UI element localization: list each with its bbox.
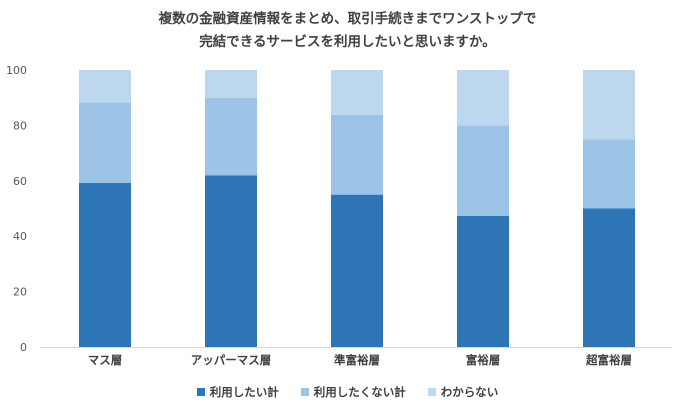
chart-title-line-2: 完結できるサービスを利用したいと思いますか。 bbox=[199, 34, 496, 50]
legend-item: 利用したい計 bbox=[196, 384, 279, 400]
bar-segment bbox=[79, 183, 131, 347]
x-tick-label: 富裕層 bbox=[466, 353, 501, 367]
chart-title: 複数の金融資産情報をまとめ、取引手続きまでワンストップで 完結できるサービスを利… bbox=[0, 8, 695, 54]
bar-segment bbox=[331, 114, 383, 195]
x-tick-label: 超富裕層 bbox=[585, 353, 632, 367]
bar-segment bbox=[205, 175, 257, 347]
bar-segment bbox=[205, 97, 257, 176]
legend-swatch bbox=[427, 388, 436, 396]
bar-segment bbox=[457, 125, 509, 216]
bar-segment bbox=[583, 70, 635, 140]
bar-segment bbox=[457, 70, 509, 126]
bar-segment bbox=[583, 139, 635, 209]
x-tick-label: アッパーマス層 bbox=[191, 353, 272, 367]
x-tick-label: マス層 bbox=[88, 353, 123, 367]
bar-segment bbox=[79, 102, 131, 184]
bar-segment bbox=[79, 70, 131, 103]
legend-label: 利用したくない計 bbox=[313, 385, 406, 399]
bar-segment bbox=[583, 208, 635, 347]
bar-segment bbox=[331, 194, 383, 347]
y-tick-label: 40 bbox=[13, 230, 27, 243]
legend-item: 利用したくない計 bbox=[300, 384, 406, 400]
bar-segment bbox=[331, 70, 383, 115]
y-tick-label: 100 bbox=[6, 64, 27, 77]
bar-segment bbox=[205, 70, 257, 98]
y-tick-label: 80 bbox=[13, 119, 27, 132]
legend-swatch bbox=[300, 388, 309, 396]
legend-label: わからない bbox=[440, 385, 499, 399]
y-tick-label: 60 bbox=[13, 175, 27, 188]
y-tick-label: 0 bbox=[20, 341, 27, 354]
bar-segment bbox=[457, 215, 509, 347]
legend-swatch bbox=[196, 388, 205, 396]
y-tick-label: 20 bbox=[13, 286, 27, 299]
chart-title-line-1: 複数の金融資産情報をまとめ、取引手続きまでワンストップで bbox=[158, 11, 537, 27]
legend-label: 利用したい計 bbox=[209, 385, 279, 399]
legend: 利用したい計 利用したくない計 わからない bbox=[0, 384, 695, 400]
legend-item: わからない bbox=[427, 384, 499, 400]
x-tick-label: 準富裕層 bbox=[334, 353, 380, 367]
